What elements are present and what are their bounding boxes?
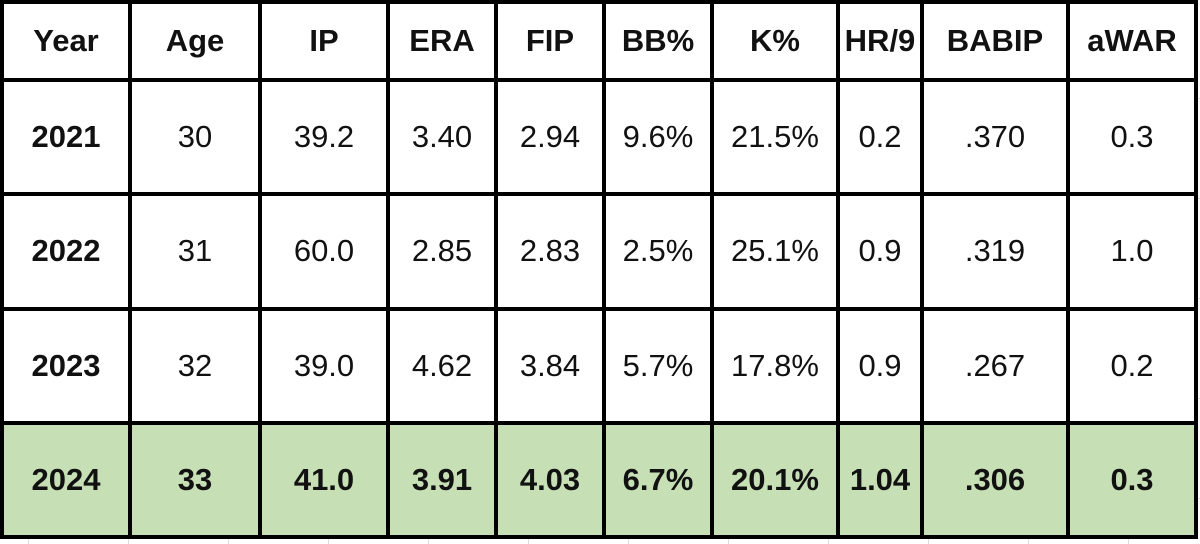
header-era: ERA [386, 0, 498, 82]
cell-hr9: 0.2 [836, 77, 924, 197]
cell-age: 30 [128, 77, 262, 197]
cell-hr9: 0.9 [836, 306, 924, 425]
cell-babip: .306 [920, 420, 1070, 540]
cell-age: 33 [128, 420, 262, 540]
header-bb-pct: BB% [602, 0, 714, 82]
cell-ip: 41.0 [258, 420, 390, 540]
cell-fip: 3.84 [494, 306, 606, 425]
cell-bb-pct: 2.5% [602, 192, 714, 311]
cell-year: 2024 [0, 420, 132, 540]
cell-hr9: 0.9 [836, 192, 924, 311]
header-fip: FIP [494, 0, 606, 82]
cell-bb-pct: 5.7% [602, 306, 714, 425]
cell-era: 3.40 [386, 77, 498, 197]
cell-awar: 0.2 [1066, 306, 1198, 425]
header-age: Age [128, 0, 262, 82]
cell-era: 4.62 [386, 306, 498, 425]
cell-year: 2021 [0, 77, 132, 197]
table-row-2023: 2023 32 39.0 4.62 3.84 5.7% 17.8% 0.9 .2… [0, 306, 1198, 425]
cell-bb-pct: 9.6% [602, 77, 714, 197]
cell-ip: 39.2 [258, 77, 390, 197]
cell-ip: 60.0 [258, 192, 390, 311]
cell-awar: 1.0 [1066, 192, 1198, 311]
cell-k-pct: 17.8% [710, 306, 840, 425]
cell-bb-pct: 6.7% [602, 420, 714, 540]
cell-hr9: 1.04 [836, 420, 924, 540]
header-row: Year Age IP ERA FIP BB% K% HR/9 BABIP aW… [0, 0, 1198, 82]
cell-age: 31 [128, 192, 262, 311]
cell-k-pct: 25.1% [710, 192, 840, 311]
cell-babip: .370 [920, 77, 1070, 197]
header-year: Year [0, 0, 132, 82]
cell-fip: 2.83 [494, 192, 606, 311]
cell-ip: 39.0 [258, 306, 390, 425]
header-k-pct: K% [710, 0, 840, 82]
cell-k-pct: 21.5% [710, 77, 840, 197]
cell-k-pct: 20.1% [710, 420, 840, 540]
table-row-2021: 2021 30 39.2 3.40 2.94 9.6% 21.5% 0.2 .3… [0, 77, 1198, 197]
header-hr9: HR/9 [836, 0, 924, 82]
cell-era: 2.85 [386, 192, 498, 311]
cell-era: 3.91 [386, 420, 498, 540]
cell-awar: 0.3 [1066, 420, 1198, 540]
table-row-2024-highlighted: 2024 33 41.0 3.91 4.03 6.7% 20.1% 1.04 .… [0, 420, 1198, 540]
cell-age: 32 [128, 306, 262, 425]
cell-babip: .319 [920, 192, 1070, 311]
cell-fip: 2.94 [494, 77, 606, 197]
cell-year: 2023 [0, 306, 132, 425]
header-awar: aWAR [1066, 0, 1198, 82]
header-ip: IP [258, 0, 390, 82]
table-row-2022: 2022 31 60.0 2.85 2.83 2.5% 25.1% 0.9 .3… [0, 192, 1198, 311]
cell-awar: 0.3 [1066, 77, 1198, 197]
cell-year: 2022 [0, 192, 132, 311]
cell-fip: 4.03 [494, 420, 606, 540]
cell-babip: .267 [920, 306, 1070, 425]
header-babip: BABIP [920, 0, 1070, 82]
